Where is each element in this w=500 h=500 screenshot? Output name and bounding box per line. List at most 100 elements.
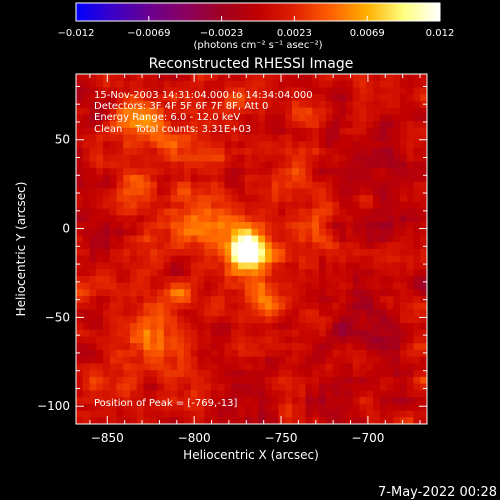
heatmap-cell	[116, 74, 124, 82]
heatmap-cell	[339, 403, 347, 412]
heatmap-cell	[177, 121, 185, 129]
heatmap-cell	[292, 397, 300, 405]
heatmap-cell	[116, 114, 124, 122]
heatmap-cell	[116, 121, 124, 129]
heatmap-cell	[170, 100, 178, 109]
heatmap-cell	[298, 74, 307, 82]
heatmap-cell	[319, 127, 327, 136]
heatmap-cell	[143, 323, 151, 331]
heatmap-cell	[116, 215, 124, 223]
heatmap-cell	[413, 100, 421, 109]
heatmap-cell	[271, 141, 280, 149]
heatmap-cell	[352, 397, 361, 405]
heatmap-cell	[163, 107, 172, 115]
heatmap-cell	[231, 181, 239, 190]
heatmap-cell	[224, 141, 232, 149]
heatmap-cell	[163, 201, 172, 210]
heatmap-cell	[150, 94, 158, 102]
colorbar-tick-label: 0.0023	[277, 28, 312, 39]
heatmap-cell	[373, 323, 381, 331]
heatmap-cell	[305, 100, 313, 109]
heatmap-cell	[76, 235, 84, 243]
heatmap-cell	[393, 370, 401, 378]
heatmap-cell	[116, 349, 124, 358]
heatmap-cell	[190, 262, 199, 270]
heatmap-cell	[400, 410, 408, 418]
heatmap-cell	[231, 100, 239, 109]
heatmap-cell	[103, 87, 111, 95]
heatmap-cell	[103, 343, 111, 351]
heatmap-cell	[278, 127, 286, 136]
heatmap-cell	[413, 154, 421, 163]
heatmap-cell	[177, 417, 185, 424]
heatmap-cell	[116, 80, 124, 89]
heatmap-cell	[150, 141, 158, 149]
heatmap-cell	[217, 148, 226, 156]
heatmap-cell	[258, 215, 266, 223]
heatmap-cell	[373, 228, 381, 237]
heatmap-cell	[292, 201, 300, 210]
heatmap-cell	[109, 410, 118, 418]
heatmap-cell	[278, 390, 286, 398]
heatmap-cell	[258, 376, 266, 385]
heatmap-cell	[170, 269, 178, 277]
heatmap-cell	[346, 370, 354, 378]
heatmap-cell	[136, 100, 145, 109]
heatmap-cell	[420, 249, 427, 257]
heatmap-cell	[292, 417, 300, 424]
heatmap-cell	[231, 302, 239, 311]
heatmap-cell	[346, 100, 354, 109]
heatmap-cell	[386, 188, 394, 196]
heatmap-cell	[211, 235, 219, 243]
heatmap-cell	[373, 215, 381, 223]
heatmap-cell	[298, 80, 307, 89]
heatmap-cell	[184, 107, 192, 115]
heatmap-cell	[379, 410, 388, 418]
heatmap-cell	[359, 255, 367, 264]
heatmap-cell	[265, 356, 273, 365]
heatmap-cell	[211, 94, 219, 102]
heatmap-cell	[420, 134, 427, 142]
heatmap-cell	[393, 235, 401, 243]
heatmap-cell	[170, 309, 178, 317]
heatmap-cell	[359, 242, 367, 250]
heatmap-cell	[406, 370, 415, 378]
heatmap-cell	[157, 188, 165, 196]
heatmap-cell	[224, 397, 232, 405]
heatmap-cell	[103, 161, 111, 169]
heatmap-cell	[325, 403, 334, 412]
heatmap-cell	[231, 188, 239, 196]
heatmap-cell	[251, 403, 259, 412]
heatmap-cell	[143, 121, 151, 129]
heatmap-cell	[82, 168, 91, 176]
heatmap-cell	[116, 242, 124, 250]
heatmap-cell	[420, 323, 427, 331]
heatmap-cell	[420, 181, 427, 190]
heatmap-cell	[386, 336, 394, 344]
heatmap-cell	[379, 289, 388, 297]
heatmap-cell	[386, 403, 394, 412]
heatmap-cell	[298, 329, 307, 338]
heatmap-cell	[373, 289, 381, 297]
heatmap-cell	[109, 228, 118, 237]
heatmap-cell	[231, 195, 239, 203]
heatmap-cell	[285, 249, 293, 257]
heatmap-cell	[136, 127, 145, 136]
heatmap-cell	[136, 94, 145, 102]
heatmap-cell	[177, 403, 185, 412]
heatmap-cell	[325, 127, 334, 136]
heatmap-cell	[420, 417, 427, 424]
heatmap-cell	[157, 309, 165, 317]
heatmap-cell	[325, 235, 334, 243]
heatmap-cell	[116, 255, 124, 264]
heatmap-cell	[143, 222, 151, 230]
heatmap-cell	[89, 390, 97, 398]
heatmap-cell	[96, 262, 104, 270]
heatmap-cell	[292, 363, 300, 371]
heatmap-cell	[190, 94, 199, 102]
heatmap-cell	[217, 235, 226, 243]
heatmap-cell	[285, 100, 293, 109]
heatmap-cell	[265, 201, 273, 210]
heatmap-cell	[346, 403, 354, 412]
heatmap-cell	[136, 309, 145, 317]
